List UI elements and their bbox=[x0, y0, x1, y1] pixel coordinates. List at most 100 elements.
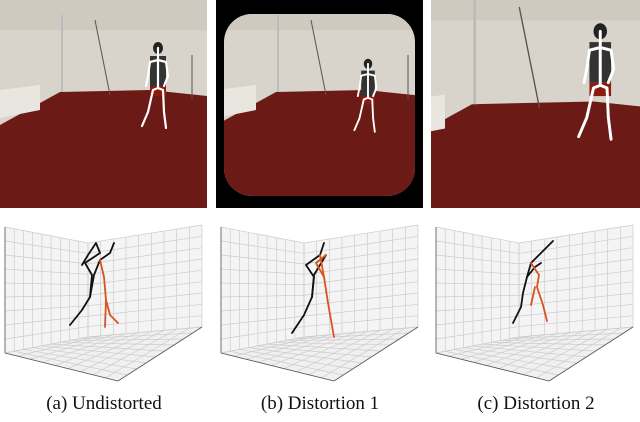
grid-line bbox=[87, 258, 203, 275]
grid-line bbox=[308, 328, 393, 376]
pane bbox=[304, 225, 418, 337]
grid-line bbox=[303, 303, 419, 317]
grid-line bbox=[87, 224, 203, 244]
grid-line bbox=[4, 240, 89, 254]
grid-line bbox=[518, 315, 634, 327]
grid-line bbox=[4, 315, 89, 326]
grid-line bbox=[257, 345, 372, 358]
grid-line bbox=[303, 326, 419, 338]
grid-line bbox=[233, 335, 317, 357]
grid-line bbox=[23, 349, 137, 370]
grid-line bbox=[500, 338, 615, 341]
grid-line bbox=[92, 328, 177, 376]
grid-line bbox=[87, 235, 203, 254]
grid-line bbox=[41, 345, 156, 358]
grid-line bbox=[4, 336, 89, 354]
skeleton-bone bbox=[319, 254, 335, 338]
grid-line bbox=[303, 292, 419, 307]
grid-line bbox=[473, 333, 558, 363]
grid-line bbox=[220, 282, 305, 286]
grid-line bbox=[498, 331, 583, 369]
grid-line bbox=[463, 347, 578, 364]
axis-line bbox=[4, 352, 119, 382]
grid-line bbox=[435, 294, 520, 298]
grid-line bbox=[60, 341, 175, 346]
grid-line bbox=[4, 326, 89, 340]
grid-line bbox=[461, 334, 545, 360]
grid-line bbox=[4, 226, 89, 244]
photo-undistorted bbox=[0, 0, 208, 209]
grid-line bbox=[435, 268, 520, 275]
plot-3d bbox=[435, 224, 634, 382]
grid-line bbox=[523, 328, 608, 376]
grid-line bbox=[435, 226, 520, 244]
grid-line bbox=[518, 224, 634, 244]
grid-line bbox=[220, 315, 305, 326]
grid-line bbox=[435, 336, 520, 354]
grid-line bbox=[511, 330, 596, 372]
grid-line bbox=[87, 303, 203, 317]
grid-line bbox=[518, 235, 634, 254]
grid-line bbox=[248, 347, 363, 364]
grid-line bbox=[435, 315, 520, 326]
grid-line bbox=[271, 332, 355, 366]
pane bbox=[88, 225, 202, 337]
grid-line bbox=[32, 347, 147, 364]
axis-line bbox=[117, 326, 203, 382]
grid-line bbox=[518, 281, 634, 296]
grid-line bbox=[518, 292, 634, 307]
grid-line bbox=[14, 350, 128, 376]
grid-line bbox=[220, 326, 305, 340]
grid-line bbox=[105, 327, 190, 379]
grid-line bbox=[435, 326, 520, 340]
skeleton-bone bbox=[105, 299, 119, 324]
grid-line bbox=[87, 247, 203, 265]
axis-line bbox=[435, 352, 550, 382]
grid-line bbox=[17, 335, 101, 357]
grid-line bbox=[435, 305, 520, 312]
grid-line bbox=[536, 327, 621, 379]
grid-line bbox=[518, 247, 634, 265]
grid-line bbox=[220, 305, 305, 312]
grid-line bbox=[454, 349, 568, 370]
skeleton-bone bbox=[526, 262, 542, 278]
grid-line bbox=[220, 254, 305, 265]
grid-line bbox=[4, 305, 89, 312]
grid-line bbox=[246, 334, 330, 360]
grid-line bbox=[283, 331, 368, 369]
skeleton-bone bbox=[530, 286, 536, 306]
caption: (a) Undistorted bbox=[46, 393, 162, 414]
grid-line bbox=[435, 254, 520, 265]
grid-line bbox=[220, 294, 305, 298]
skeleton-bone bbox=[315, 254, 327, 278]
grid-line bbox=[55, 332, 139, 366]
grid-line bbox=[448, 335, 532, 357]
grid-line bbox=[30, 334, 114, 360]
grid-line bbox=[230, 350, 344, 376]
pane bbox=[436, 327, 633, 381]
grid-line bbox=[435, 282, 520, 286]
grid-line bbox=[435, 240, 520, 254]
grid-line bbox=[220, 226, 305, 244]
grid-line bbox=[303, 281, 419, 296]
grid-line bbox=[296, 330, 381, 372]
axis-line bbox=[220, 352, 335, 382]
grid-line bbox=[69, 338, 184, 341]
grid-line bbox=[87, 269, 203, 286]
pane bbox=[221, 327, 418, 381]
grid-line bbox=[220, 268, 305, 275]
grid-line bbox=[285, 338, 400, 341]
grid-line bbox=[220, 336, 305, 354]
grid-line bbox=[445, 350, 559, 376]
pane bbox=[436, 227, 519, 353]
photo-distortion-1 bbox=[216, 0, 423, 208]
skeleton-bone bbox=[530, 262, 548, 322]
grid-line bbox=[4, 254, 89, 265]
grid-line bbox=[239, 349, 353, 370]
grid-line bbox=[303, 235, 419, 254]
grid-line bbox=[267, 343, 381, 352]
grid-line bbox=[518, 326, 634, 338]
pane bbox=[5, 327, 202, 381]
grid-line bbox=[4, 294, 89, 298]
